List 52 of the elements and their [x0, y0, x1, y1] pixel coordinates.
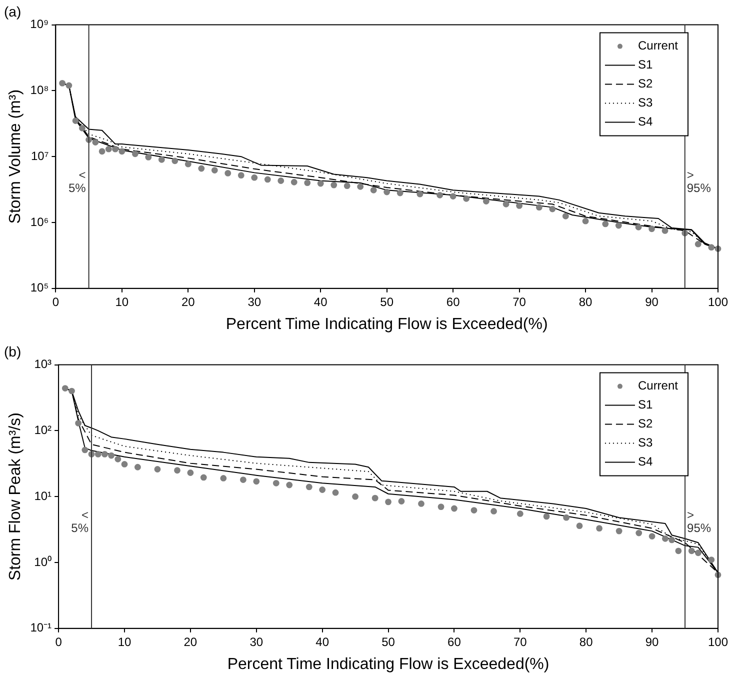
x-axis-title: Percent Time Indicating Flow is Exceeded(%) — [226, 316, 548, 333]
legend-label: Current — [638, 38, 679, 53]
legend-label: S4 — [638, 454, 653, 469]
x-tick-label: 70 — [512, 294, 526, 309]
x-tick-label: 80 — [578, 294, 593, 309]
x-tick-label: 90 — [645, 294, 659, 309]
y-tick-label: 10⁰ — [34, 554, 52, 569]
y-tick-label: 10² — [34, 423, 52, 438]
legend-label: Current — [638, 378, 679, 393]
x-tick-label: 10 — [118, 634, 132, 649]
legend-label: S1 — [638, 398, 653, 412]
legend-label: S4 — [638, 114, 653, 129]
y-axis-title: Storm Volume (m³) — [7, 89, 24, 224]
x-tick-label: 20 — [184, 634, 198, 649]
x-tick-label: 0 — [52, 294, 60, 309]
legend-label: S3 — [638, 436, 653, 450]
x-tick-label: 30 — [250, 634, 264, 649]
y-axis-title: Storm Flow Peak (m³/s) — [7, 412, 24, 581]
x-tick-label: 20 — [181, 294, 196, 309]
legend-label: S1 — [638, 58, 653, 72]
chart-title: (b) — [4, 343, 22, 360]
y-tick-label: 10⁷ — [30, 148, 49, 163]
x-tick-label: 80 — [579, 634, 594, 649]
x-tick-label: 60 — [448, 634, 462, 649]
ref-line-label: < 5% — [68, 168, 86, 196]
x-tick-label: 30 — [248, 294, 262, 309]
x-axis-title: Percent Time Indicating Flow is Exceeded(%) — [227, 656, 550, 673]
y-tick-label: 10⁸ — [30, 83, 49, 98]
legend-label: S3 — [638, 96, 653, 110]
y-tick-label: 10³ — [34, 357, 52, 372]
ref-line-label: > 95% — [686, 168, 712, 196]
x-tick-label: 10 — [115, 294, 129, 309]
ref-line-label: < 5% — [71, 508, 89, 536]
x-tick-label: 0 — [55, 634, 62, 649]
chart-title: (a) — [4, 3, 22, 20]
legend-label: S2 — [638, 416, 653, 431]
y-tick-label: 10⁶ — [30, 214, 49, 229]
y-tick-label: 10⁹ — [30, 17, 49, 32]
x-tick-label: 100 — [708, 634, 728, 649]
y-tick-label: 10⁻¹ — [30, 620, 52, 635]
x-tick-label: 40 — [314, 294, 328, 309]
x-tick-label: 40 — [316, 634, 330, 649]
x-tick-label: 50 — [380, 294, 394, 309]
x-tick-label: 70 — [513, 634, 528, 649]
x-tick-label: 60 — [446, 294, 460, 309]
y-tick-label: 10⁵ — [30, 280, 49, 295]
x-tick-label: 50 — [382, 634, 396, 649]
legend-label: S2 — [638, 76, 653, 91]
x-tick-label: 100 — [708, 294, 728, 309]
x-tick-label: 90 — [645, 634, 660, 649]
y-tick-label: 10¹ — [34, 488, 52, 503]
ref-line-label: > 95% — [687, 508, 712, 536]
